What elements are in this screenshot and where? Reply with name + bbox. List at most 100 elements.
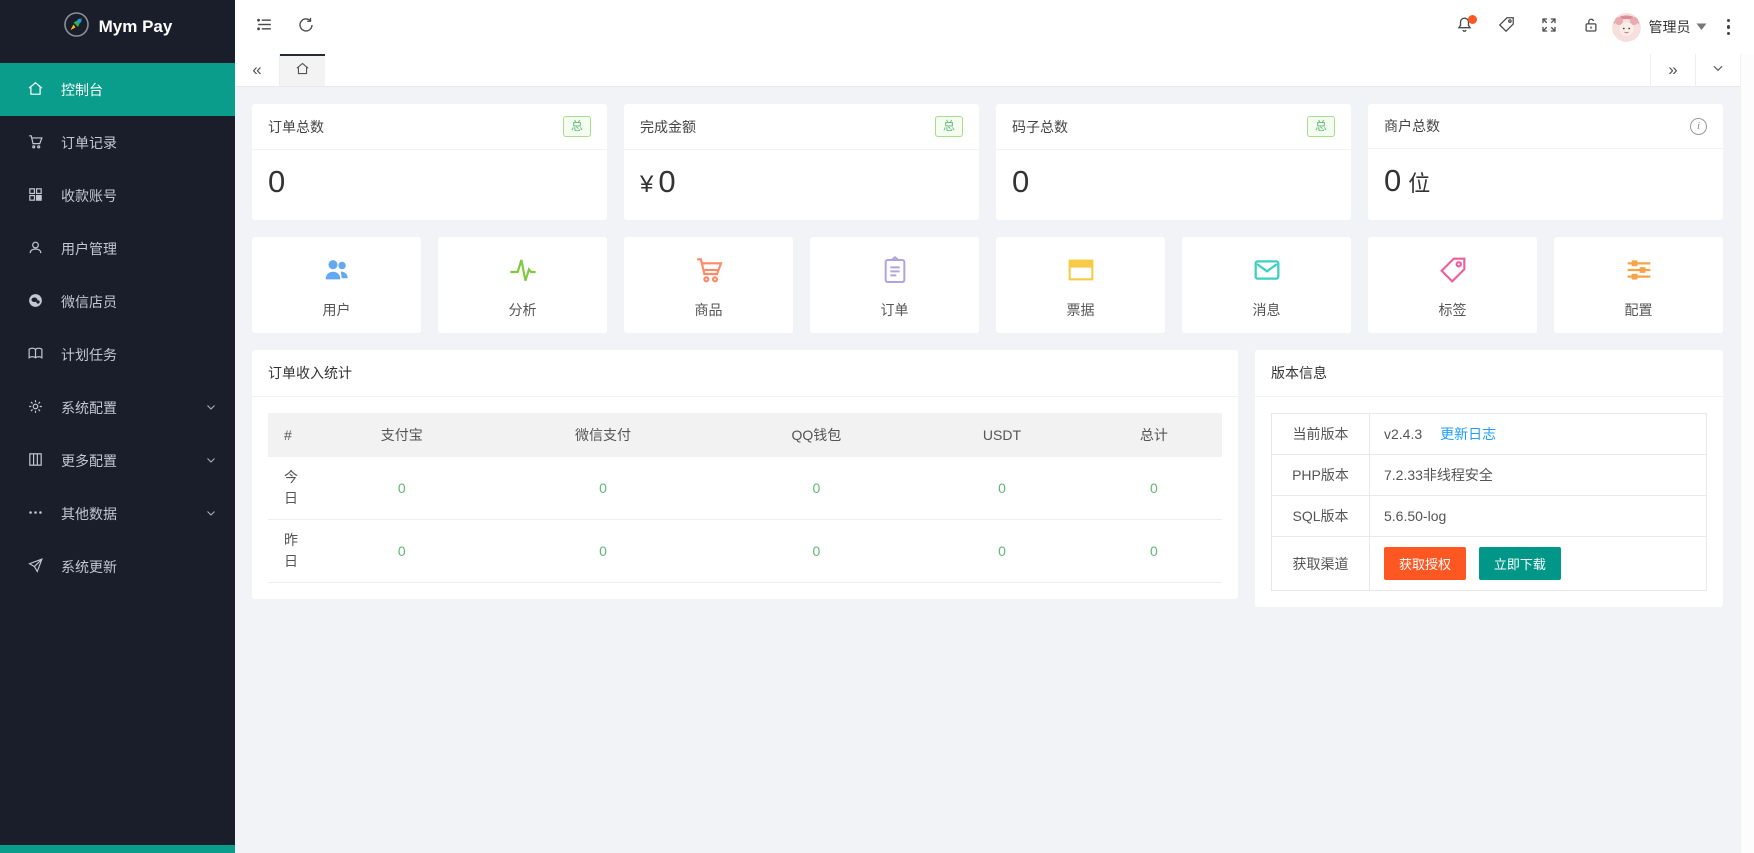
cell-value: 0 [312, 519, 492, 583]
top-toolbar: 管理员 [235, 0, 1754, 54]
shortcut-orders[interactable]: 订单 [810, 237, 979, 333]
wechat-icon [27, 292, 44, 312]
version-info-panel: 版本信息 当前版本 v2.4.3 更新日志 PHP版本 7.2.33非线程安全 [1255, 350, 1723, 607]
tab-strip: « » [235, 54, 1754, 87]
sidebar-item-accounts[interactable]: 收款账号 [0, 169, 235, 222]
tags-button[interactable] [1486, 0, 1528, 54]
version-row-php: PHP版本 7.2.33非线程安全 [1271, 454, 1707, 496]
shortcut-settings[interactable]: 配置 [1554, 237, 1723, 333]
chevron-down-icon [205, 506, 217, 522]
sidebar-item-label: 用户管理 [61, 240, 117, 257]
get-authorization-button[interactable]: 获取授权 [1384, 547, 1467, 580]
shortcut-label: 票据 [1066, 302, 1095, 318]
total-badge: 总 [934, 116, 963, 137]
sidebar-item-label: 系统更新 [61, 558, 117, 575]
clipboard-icon [879, 254, 911, 291]
tabs-scroll-right-button[interactable]: » [1650, 54, 1695, 86]
sidebar-item-dashboard[interactable]: 控制台 [0, 63, 235, 116]
chevron-down-icon [1711, 60, 1725, 80]
grid-icon [27, 451, 44, 471]
shortcut-messages[interactable]: 消息 [1182, 237, 1351, 333]
user-avatar[interactable] [1611, 12, 1641, 42]
version-row-sql: SQL版本 5.6.50-log [1271, 495, 1707, 537]
php-version-value: 7.2.33非线程安全 [1369, 454, 1707, 496]
unlock-icon [1582, 16, 1600, 39]
fullscreen-button[interactable] [1528, 0, 1570, 54]
income-table: # 支付宝 微信支付 QQ钱包 USDT 总计 今日 0 [268, 413, 1222, 583]
income-stats-panel: 订单收入统计 # 支付宝 微信支付 QQ钱包 USDT 总计 [252, 350, 1238, 599]
gear-icon [27, 398, 44, 418]
sidebar-item-label: 更多配置 [61, 452, 117, 469]
current-version-value: v2.4.3 [1384, 426, 1423, 442]
sidebar-bottom-accent [0, 845, 235, 853]
stat-title: 订单总数 [268, 118, 324, 135]
cell-value: 0 [714, 457, 919, 520]
income-panel-title: 订单收入统计 [252, 350, 1238, 397]
version-panel-title: 版本信息 [1255, 350, 1723, 397]
caret-down-icon[interactable] [1696, 18, 1707, 36]
notification-dot [1467, 15, 1477, 24]
user-menu-label[interactable]: 管理员 [1648, 19, 1691, 35]
shortcut-label: 用户 [322, 302, 351, 318]
shortcut-row: 用户 分析 商品 订单 票据 消息 [252, 237, 1723, 333]
sidebar-item-users[interactable]: 用户管理 [0, 222, 235, 275]
shortcut-tags[interactable]: 标签 [1368, 237, 1537, 333]
ticket-icon [1065, 254, 1097, 291]
tabs-menu-button[interactable] [1695, 54, 1740, 86]
shortcut-users[interactable]: 用户 [252, 237, 421, 333]
sidebar-item-other-data[interactable]: 其他数据 [0, 487, 235, 540]
sidebar-item-label: 微信店员 [61, 293, 117, 310]
stat-card-code-total: 码子总数 总 0 [996, 104, 1351, 220]
col-header-index: # [268, 413, 312, 457]
cell-value: 0 [918, 519, 1086, 583]
sidebar-item-more-config[interactable]: 更多配置 [0, 434, 235, 487]
more-options-button[interactable] [1713, 0, 1745, 54]
sidebar-item-scheduled-tasks[interactable]: 计划任务 [0, 328, 235, 381]
sidebar-item-system-config[interactable]: 系统配置 [0, 381, 235, 434]
shortcut-goods[interactable]: 商品 [624, 237, 793, 333]
accounts-icon [27, 186, 44, 206]
version-row-channel: 获取渠道 获取授权 立即下载 [1271, 536, 1707, 591]
user-icon [27, 239, 44, 259]
sidebar-menu: 控制台 订单记录 收款账号 用户管理 微信店员 计划任务 系统配置 [0, 63, 235, 593]
table-row-today: 今日 0 0 0 0 0 [268, 457, 1222, 520]
cell-value: 0 [918, 457, 1086, 520]
toolbar-right-group: 管理员 [1444, 0, 1745, 54]
refresh-button[interactable] [285, 0, 327, 54]
stat-card-completed-amount: 完成金额 总 ¥0 [624, 104, 979, 220]
collapse-menu-button[interactable] [243, 0, 285, 54]
shortcut-label: 配置 [1624, 302, 1653, 318]
sidebar-item-label: 订单记录 [61, 134, 117, 151]
app-logo: Mym Pay [0, 0, 235, 54]
sidebar-item-label: 其他数据 [61, 505, 117, 522]
version-row-label: 获取渠道 [1271, 536, 1370, 591]
download-now-button[interactable]: 立即下载 [1478, 547, 1561, 580]
version-row-current: 当前版本 v2.4.3 更新日志 [1271, 413, 1707, 455]
stat-value: 0 [268, 164, 286, 199]
stat-title: 商户总数 [1384, 118, 1440, 134]
sliders-icon [1623, 254, 1655, 291]
book-icon [27, 345, 44, 365]
sidebar-item-wechat-staff[interactable]: 微信店员 [0, 275, 235, 328]
cell-value: 0 [1085, 457, 1222, 520]
shortcut-label: 消息 [1252, 302, 1281, 318]
lock-screen-button[interactable] [1570, 0, 1612, 54]
table-row-yesterday: 昨日 0 0 0 0 0 [268, 519, 1222, 583]
tabs-scroll-left-button[interactable]: « [235, 54, 280, 86]
sidebar-item-system-update[interactable]: 系统更新 [0, 540, 235, 593]
scrollbar-track[interactable] [1740, 54, 1754, 853]
shortcut-analytics[interactable]: 分析 [438, 237, 607, 333]
sidebar-item-orders[interactable]: 订单记录 [0, 116, 235, 169]
sidebar-item-label: 控制台 [61, 81, 103, 98]
shortcut-tickets[interactable]: 票据 [996, 237, 1165, 333]
goods-cart-icon [693, 254, 725, 291]
info-icon[interactable]: i [1690, 117, 1707, 135]
cart-icon [27, 133, 44, 153]
tab-home[interactable] [280, 54, 325, 86]
stat-value: 0 [1012, 164, 1030, 199]
notifications-button[interactable] [1444, 0, 1486, 54]
cell-value: 0 [312, 457, 492, 520]
changelog-link[interactable]: 更新日志 [1440, 426, 1497, 442]
stat-title: 完成金额 [640, 118, 696, 135]
